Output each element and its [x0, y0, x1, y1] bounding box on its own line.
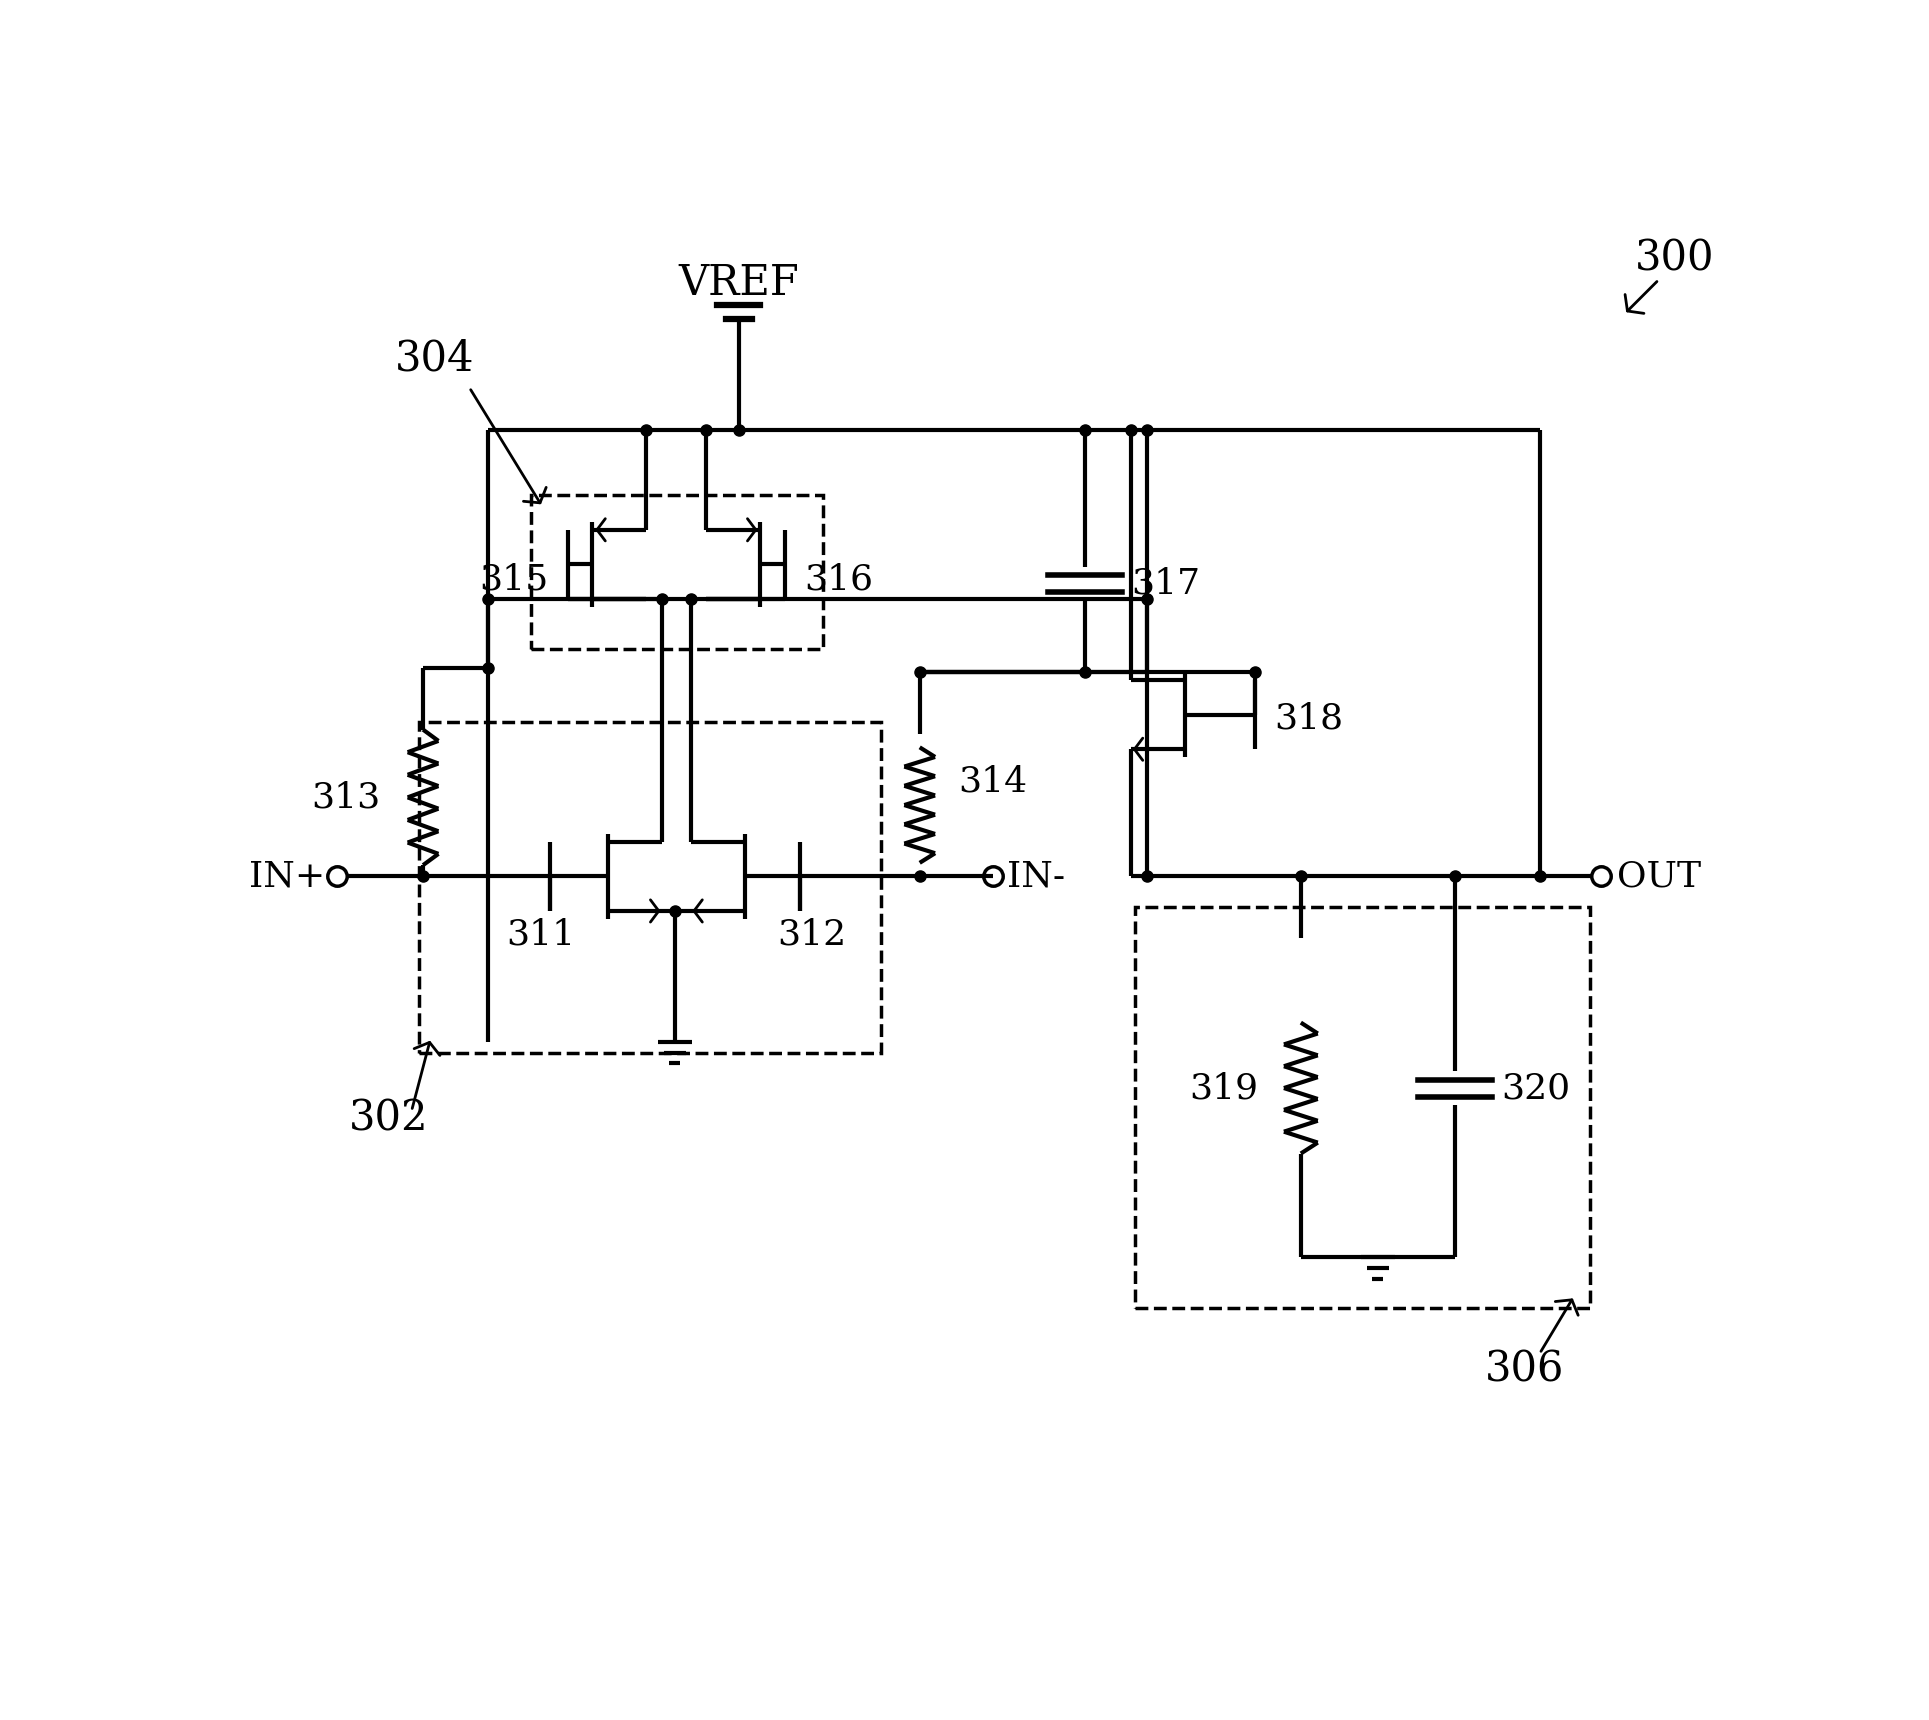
Text: 306: 306 — [1485, 1348, 1564, 1390]
Text: 312: 312 — [777, 917, 847, 951]
Text: 302: 302 — [349, 1097, 428, 1140]
Text: 300: 300 — [1634, 237, 1715, 280]
Text: OUT: OUT — [1617, 860, 1701, 893]
Bar — [530, 495, 824, 648]
Bar — [1136, 906, 1589, 1307]
Text: 319: 319 — [1190, 1072, 1258, 1104]
Text: 313: 313 — [311, 781, 380, 814]
Text: IN-: IN- — [1007, 860, 1065, 893]
Text: 311: 311 — [505, 917, 575, 951]
Text: 320: 320 — [1501, 1072, 1570, 1104]
Text: VREF: VREF — [679, 263, 799, 304]
Text: 318: 318 — [1273, 702, 1343, 736]
Bar — [419, 722, 882, 1053]
Text: 314: 314 — [959, 765, 1028, 800]
Text: 315: 315 — [478, 562, 548, 597]
Text: 317: 317 — [1132, 566, 1200, 600]
Text: IN+: IN+ — [249, 860, 326, 893]
Text: 304: 304 — [395, 337, 475, 380]
Text: 316: 316 — [804, 562, 874, 597]
